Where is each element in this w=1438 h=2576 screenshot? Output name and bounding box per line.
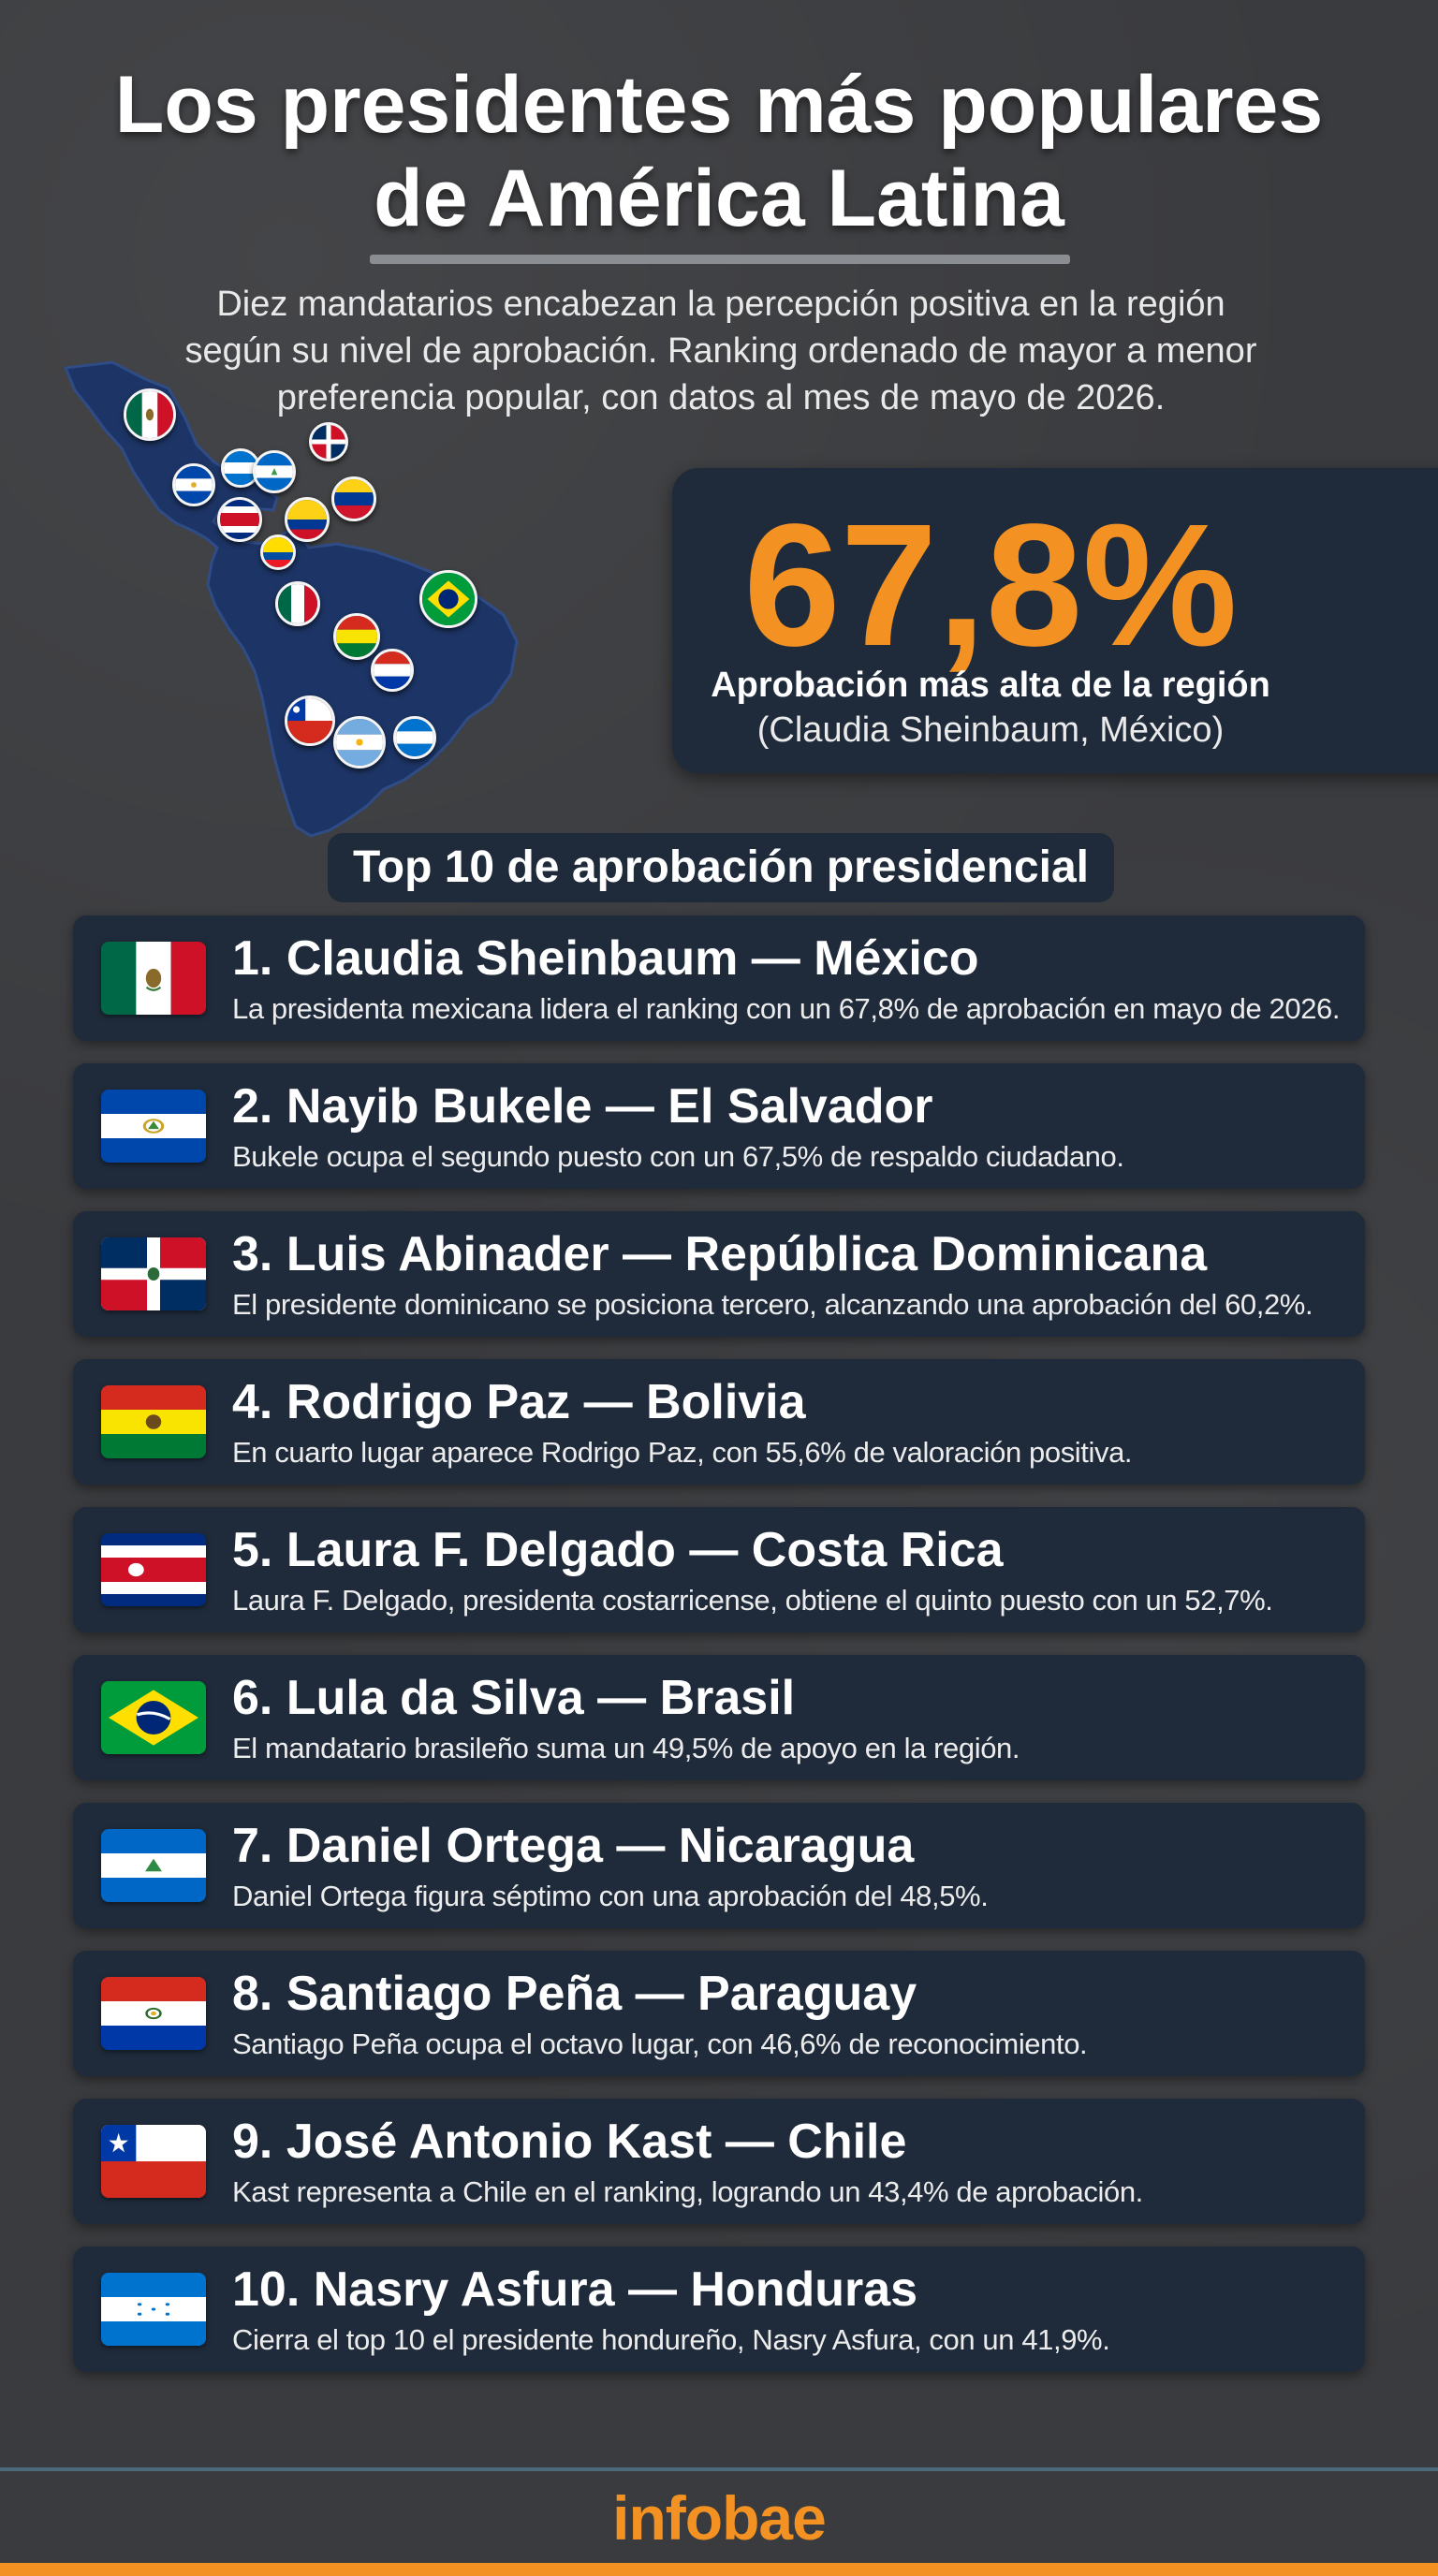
title-line-1: Los presidentes más populares	[114, 60, 1324, 150]
map-mexico-flag-icon-2	[275, 581, 320, 626]
ranking-row-8: 8. Santiago Peña — Paraguay Santiago Peñ…	[73, 1951, 1365, 2076]
map-paraguay-flag-icon	[371, 649, 414, 692]
ranking-row-4: 4. Rodrigo Paz — Bolivia En cuarto lugar…	[73, 1359, 1365, 1485]
ranking-row-7: 7. Daniel Ortega — Nicaragua Daniel Orte…	[73, 1803, 1365, 1928]
subtitle: Diez mandatarios encabezan la percepción…	[122, 281, 1320, 421]
ranking-desc: Kast representa a Chile en el ranking, l…	[232, 2175, 1143, 2208]
ranking-title: 8. Santiago Peña — Paraguay	[232, 1967, 917, 2021]
ranking-desc: Laura F. Delgado, presidenta costarricen…	[232, 1584, 1273, 1617]
map-mexico-flag-icon	[124, 388, 176, 441]
ranking-row-9: 9. José Antonio Kast — Chile Kast repres…	[73, 2099, 1365, 2224]
footer-divider	[0, 2467, 1438, 2471]
paraguay-flag-icon	[101, 1977, 206, 2050]
subtitle-line-1: Diez mandatarios encabezan la percepción…	[216, 285, 1225, 324]
chile-flag-icon	[101, 2125, 206, 2198]
ranking-row-3: 3. Luis Abinader — República Dominicana …	[73, 1211, 1365, 1337]
ranking-title: 2. Nayib Bukele — El Salvador	[232, 1079, 933, 1134]
bolivia-flag-icon	[101, 1385, 206, 1458]
ranking-desc: El presidente dominicano se posiciona te…	[232, 1288, 1313, 1321]
subtitle-line-3: preferencia popular, con datos al mes de…	[276, 378, 1166, 417]
ranking-title: 7. Daniel Ortega — Nicaragua	[232, 1819, 915, 1873]
ranking-desc: Bukele ocupa el segundo puesto con un 67…	[232, 1140, 1124, 1173]
map-nicaragua-flag-icon	[253, 450, 296, 493]
ranking-desc: La presidenta mexicana lidera el ranking…	[232, 992, 1341, 1025]
costa-rica-flag-icon	[101, 1533, 206, 1606]
map-bolivia-flag-icon	[333, 613, 380, 660]
ranking-row-6: 6. Lula da Silva — Brasil El mandatario …	[73, 1655, 1365, 1780]
ranking-row-2: 2. Nayib Bukele — El Salvador Bukele ocu…	[73, 1063, 1365, 1189]
map-argentina-flag-icon	[333, 716, 386, 768]
ranking-desc: El mandatario brasileño suma un 49,5% de…	[232, 1732, 1020, 1764]
map-honduras-flag-icon-2	[393, 716, 436, 759]
ranking-title: 10. Nasry Asfura — Honduras	[232, 2262, 918, 2317]
highlight-value: 67,8%	[743, 489, 1238, 682]
page-title: Los presidentes más populares de América…	[0, 58, 1438, 245]
brazil-flag-icon	[101, 1681, 206, 1754]
ranking-row-5: 5. Laura F. Delgado — Costa Rica Laura F…	[73, 1507, 1365, 1632]
ranking-title: 1. Claudia Sheinbaum — México	[232, 931, 979, 986]
ranking-desc: Santiago Peña ocupa el octavo lugar, con…	[232, 2027, 1088, 2060]
honduras-flag-icon	[101, 2273, 206, 2346]
ranking-desc: Daniel Ortega figura séptimo con una apr…	[232, 1880, 989, 1912]
title-underline	[370, 255, 1070, 264]
highlight-label: Aprobación más alta de la región	[711, 666, 1270, 705]
mexico-flag-icon	[101, 942, 206, 1015]
footer-accent-bar	[0, 2563, 1438, 2576]
map-brazil-flag-icon	[419, 570, 477, 628]
ranking-desc: En cuarto lugar aparece Rodrigo Paz, con…	[232, 1436, 1133, 1469]
map-honduras-flag-icon	[221, 448, 260, 488]
ranking-row-1: 1. Claudia Sheinbaum — México La preside…	[73, 915, 1365, 1041]
title-line-2: de América Latina	[374, 154, 1064, 243]
highlight-card: 67,8% Aprobación más alta de la región (…	[672, 468, 1438, 773]
latin-america-map	[56, 351, 580, 838]
el-salvador-flag-icon	[101, 1090, 206, 1163]
map-ecuador-flag-icon	[260, 534, 296, 570]
ranking-title: 6. Lula da Silva — Brasil	[232, 1671, 796, 1725]
ranking-title: 3. Luis Abinader — República Dominicana	[232, 1227, 1208, 1281]
ranking-row-10: 10. Nasry Asfura — Honduras Cierra el to…	[73, 2247, 1365, 2372]
map-colombia-flag-icon	[285, 497, 330, 542]
map-dominican-republic-flag-icon	[309, 422, 348, 461]
ranking-title: 9. José Antonio Kast — Chile	[232, 2115, 907, 2169]
map-venezuela-flag-icon	[331, 476, 376, 521]
infobae-logo: infobae	[612, 2483, 827, 2553]
nicaragua-flag-icon	[101, 1829, 206, 1902]
highlight-sub: (Claudia Sheinbaum, México)	[756, 710, 1225, 750]
section-title: Top 10 de aprobación presidencial	[328, 833, 1114, 902]
map-costa-rica-flag-icon	[217, 497, 262, 542]
map-el-salvador-flag-icon	[172, 463, 215, 506]
map-chile-flag-icon	[285, 695, 335, 746]
ranking-title: 5. Laura F. Delgado — Costa Rica	[232, 1523, 1004, 1577]
ranking-title: 4. Rodrigo Paz — Bolivia	[232, 1375, 806, 1429]
subtitle-line-2: según su nivel de aprobación. Ranking or…	[184, 331, 1257, 371]
ranking-desc: Cierra el top 10 el presidente hondureño…	[232, 2323, 1110, 2356]
dominican-republic-flag-icon	[101, 1237, 206, 1310]
